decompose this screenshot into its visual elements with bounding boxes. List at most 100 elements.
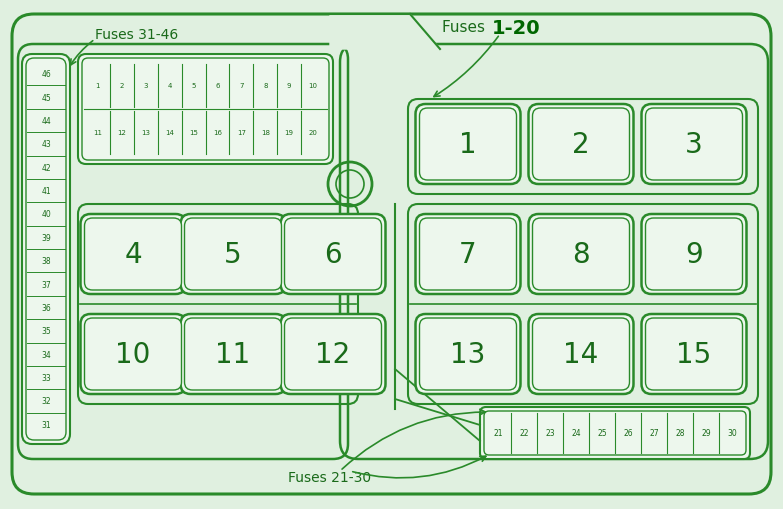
FancyBboxPatch shape: [284, 218, 381, 291]
Text: 43: 43: [41, 140, 51, 149]
FancyBboxPatch shape: [185, 218, 282, 291]
Text: 3: 3: [143, 83, 148, 89]
FancyBboxPatch shape: [484, 411, 746, 455]
Text: 6: 6: [324, 241, 342, 268]
Text: 10: 10: [115, 341, 150, 369]
Text: 34: 34: [41, 350, 51, 359]
Text: 11: 11: [93, 130, 103, 136]
Text: Fuses: Fuses: [442, 20, 490, 36]
FancyBboxPatch shape: [22, 55, 70, 444]
FancyBboxPatch shape: [280, 215, 385, 294]
Text: 1: 1: [96, 83, 100, 89]
FancyBboxPatch shape: [85, 218, 182, 291]
Text: 21: 21: [493, 429, 503, 438]
Text: 41: 41: [41, 187, 51, 195]
Text: 23: 23: [545, 429, 555, 438]
FancyBboxPatch shape: [85, 318, 182, 390]
Text: 4: 4: [168, 83, 171, 89]
Text: 15: 15: [189, 130, 198, 136]
FancyBboxPatch shape: [181, 315, 286, 394]
Text: 30: 30: [727, 429, 737, 438]
Text: 42: 42: [41, 163, 51, 173]
FancyBboxPatch shape: [645, 318, 742, 390]
FancyBboxPatch shape: [416, 315, 521, 394]
FancyBboxPatch shape: [420, 109, 517, 181]
FancyBboxPatch shape: [82, 59, 329, 161]
Text: 4: 4: [124, 241, 142, 268]
FancyBboxPatch shape: [641, 215, 746, 294]
Text: 37: 37: [41, 280, 51, 289]
FancyBboxPatch shape: [420, 218, 517, 291]
Text: 10: 10: [309, 83, 318, 89]
FancyBboxPatch shape: [532, 218, 630, 291]
Text: 13: 13: [141, 130, 150, 136]
Text: 20: 20: [309, 130, 317, 136]
Text: 18: 18: [261, 130, 270, 136]
Text: 29: 29: [702, 429, 711, 438]
Text: 5: 5: [191, 83, 196, 89]
FancyBboxPatch shape: [532, 318, 630, 390]
Text: 19: 19: [285, 130, 294, 136]
Text: 16: 16: [213, 130, 222, 136]
FancyBboxPatch shape: [529, 215, 633, 294]
FancyBboxPatch shape: [26, 59, 66, 440]
Polygon shape: [330, 15, 440, 50]
Text: 7: 7: [459, 241, 477, 268]
Text: 24: 24: [571, 429, 581, 438]
FancyBboxPatch shape: [529, 315, 633, 394]
FancyBboxPatch shape: [284, 318, 381, 390]
Text: 6: 6: [215, 83, 220, 89]
Text: 14: 14: [165, 130, 174, 136]
Text: 33: 33: [41, 373, 51, 382]
FancyBboxPatch shape: [532, 109, 630, 181]
Text: 1-20: 1-20: [492, 18, 540, 38]
FancyBboxPatch shape: [185, 318, 282, 390]
Text: 1: 1: [459, 131, 477, 159]
Text: 32: 32: [41, 397, 51, 406]
Text: 12: 12: [117, 130, 126, 136]
Text: 39: 39: [41, 233, 51, 242]
Text: 17: 17: [236, 130, 246, 136]
Text: 31: 31: [41, 420, 51, 429]
Text: 22: 22: [519, 429, 529, 438]
Text: 2: 2: [120, 83, 124, 89]
Text: 2: 2: [572, 131, 590, 159]
Text: 12: 12: [316, 341, 351, 369]
Text: 11: 11: [215, 341, 251, 369]
FancyBboxPatch shape: [480, 407, 750, 459]
Text: 9: 9: [287, 83, 291, 89]
Text: 27: 27: [649, 429, 659, 438]
Text: 3: 3: [685, 131, 703, 159]
Text: 8: 8: [263, 83, 268, 89]
Text: 28: 28: [675, 429, 685, 438]
Text: 25: 25: [597, 429, 607, 438]
Text: 38: 38: [41, 257, 51, 266]
Text: Fuses 21-30: Fuses 21-30: [288, 470, 372, 484]
FancyBboxPatch shape: [641, 315, 746, 394]
FancyBboxPatch shape: [78, 55, 333, 165]
Text: 35: 35: [41, 327, 51, 335]
FancyBboxPatch shape: [420, 318, 517, 390]
Text: 5: 5: [224, 241, 242, 268]
Text: 9: 9: [685, 241, 703, 268]
FancyBboxPatch shape: [529, 105, 633, 185]
FancyBboxPatch shape: [416, 215, 521, 294]
Text: 8: 8: [572, 241, 590, 268]
Text: 44: 44: [41, 117, 51, 126]
FancyBboxPatch shape: [181, 215, 286, 294]
Text: 7: 7: [239, 83, 244, 89]
FancyBboxPatch shape: [641, 105, 746, 185]
FancyBboxPatch shape: [645, 218, 742, 291]
FancyBboxPatch shape: [81, 315, 186, 394]
Text: 14: 14: [564, 341, 599, 369]
Text: Fuses 31-46: Fuses 31-46: [95, 28, 179, 42]
Text: 26: 26: [623, 429, 633, 438]
Text: 36: 36: [41, 303, 51, 313]
FancyBboxPatch shape: [645, 109, 742, 181]
FancyBboxPatch shape: [12, 15, 771, 494]
FancyBboxPatch shape: [416, 105, 521, 185]
Text: 13: 13: [450, 341, 485, 369]
FancyBboxPatch shape: [280, 315, 385, 394]
Text: 40: 40: [41, 210, 51, 219]
FancyBboxPatch shape: [81, 215, 186, 294]
